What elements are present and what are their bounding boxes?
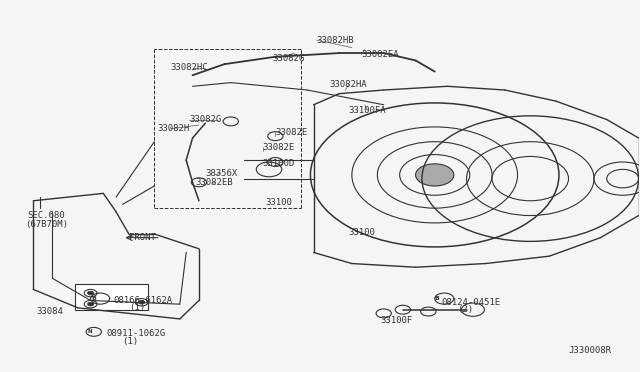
- Text: 33082H: 33082H: [157, 124, 189, 133]
- Text: 33082G: 33082G: [272, 54, 305, 63]
- Text: (1): (1): [129, 303, 145, 312]
- Text: 33082E: 33082E: [275, 128, 308, 137]
- Text: 33084: 33084: [36, 307, 63, 316]
- Text: 33082EB: 33082EB: [196, 178, 234, 187]
- Text: J330008R: J330008R: [568, 346, 611, 355]
- Text: FRONT: FRONT: [129, 233, 156, 242]
- Text: (67B70M): (67B70M): [26, 220, 68, 229]
- Text: N: N: [87, 329, 92, 334]
- FancyBboxPatch shape: [75, 284, 148, 310]
- Text: 33100: 33100: [266, 198, 292, 207]
- Text: 33082E: 33082E: [262, 143, 295, 152]
- Text: 33082EA: 33082EA: [362, 51, 399, 60]
- Text: 08911-1062G: 08911-1062G: [106, 329, 166, 338]
- Text: B: B: [92, 296, 96, 301]
- Text: SEC.680: SEC.680: [27, 211, 65, 220]
- Circle shape: [88, 291, 94, 295]
- Text: (1): (1): [122, 337, 139, 346]
- Text: 33100D: 33100D: [262, 159, 295, 169]
- Circle shape: [138, 301, 145, 304]
- Text: B: B: [435, 296, 440, 301]
- Circle shape: [415, 164, 454, 186]
- Circle shape: [88, 302, 94, 306]
- Text: (2): (2): [457, 305, 473, 314]
- Text: 38356X: 38356X: [205, 169, 237, 177]
- Text: 33100F: 33100F: [381, 316, 413, 325]
- Text: 33082G: 33082G: [189, 115, 221, 124]
- Text: 33100FA: 33100FA: [349, 106, 387, 115]
- Text: 08166-6162A: 08166-6162A: [113, 296, 172, 305]
- Text: 08124-0451E: 08124-0451E: [441, 298, 500, 307]
- Text: 33082HA: 33082HA: [330, 80, 367, 89]
- Text: 33082HC: 33082HC: [170, 63, 208, 72]
- Text: 33100: 33100: [349, 228, 376, 237]
- Text: 33082HB: 33082HB: [317, 36, 355, 45]
